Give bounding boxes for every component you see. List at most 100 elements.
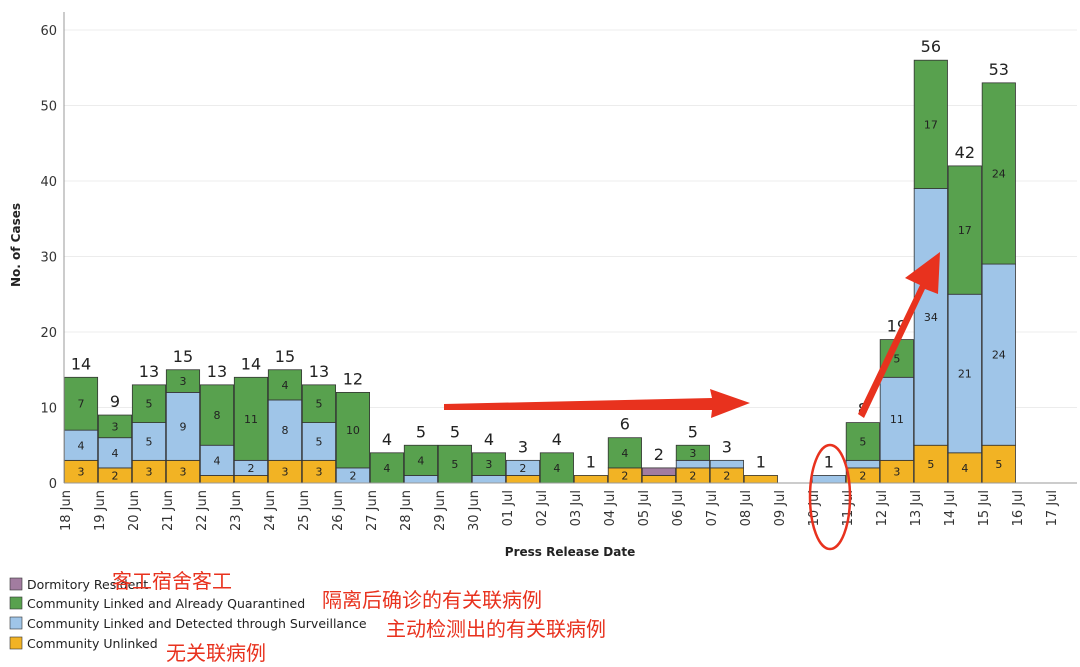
segment-label: 17: [924, 118, 938, 131]
bar-segment: [165, 369, 201, 393]
total-label: 9: [110, 392, 120, 411]
y-tick-label: 60: [40, 24, 57, 39]
bar-segment: [437, 444, 472, 484]
x-tick-label: 14 Jul: [943, 490, 958, 526]
x-tick-label: 05 Jul: [637, 490, 652, 526]
y-tick-label: 50: [40, 100, 57, 115]
x-tick-label: 27 Jun: [365, 490, 380, 531]
total-label: 13: [207, 362, 227, 381]
bar-segment: [301, 384, 337, 424]
segment-label: 11: [244, 413, 258, 426]
segment-label: 4: [77, 439, 84, 452]
segment-label: 5: [451, 458, 458, 471]
y-tick-label: 30: [40, 251, 57, 266]
y-tick-label: 40: [40, 175, 57, 190]
x-tick-label: 20 Jun: [127, 490, 142, 531]
legend-annotation: 无关联病例: [166, 641, 266, 665]
x-tick-label: 29 Jun: [433, 490, 448, 531]
segment-label: 5: [145, 398, 152, 411]
segment-label: 24: [992, 167, 1006, 180]
legend-annotation: 主动检测出的有关联病例: [386, 617, 606, 641]
x-tick-label: 12 Jul: [875, 490, 890, 526]
segment-label: 2: [519, 462, 526, 475]
total-label: 42: [955, 143, 975, 162]
segment-label: 17: [958, 224, 972, 237]
bar-segment: [981, 444, 1016, 484]
x-tick-label: 02 Jul: [535, 490, 550, 526]
x-tick-label: 13 Jul: [909, 490, 924, 526]
y-ticks: 0 10 20 30 40 50 60: [40, 24, 57, 492]
total-label: 3: [722, 437, 732, 456]
legend-swatch: [9, 577, 23, 591]
bar-segment: [505, 459, 540, 476]
x-tick-label: 16 Jul: [1011, 490, 1026, 526]
bar-segment: [335, 391, 370, 469]
segment-label: 5: [315, 435, 322, 448]
x-ticks: 18 Jun 19 Jun 20 Jun 21 Jun 22 Jun 23 Jun 24 J…: [59, 490, 1060, 531]
total-label: 5: [688, 422, 698, 441]
x-tick-label: 24 Jun: [263, 490, 278, 531]
segment-label: 3: [689, 447, 696, 460]
flat-arrow-icon: [444, 389, 750, 418]
x-tick-label: 15 Jul: [977, 490, 992, 526]
x-axis-title: Press Release Date: [505, 545, 635, 559]
segment-label: 4: [621, 447, 628, 460]
legend-label: Community Linked and Already Quarantined: [27, 596, 305, 611]
bar-segment: [913, 188, 948, 446]
segment-label: 4: [383, 462, 390, 475]
total-label: 3: [518, 437, 528, 456]
bar-segment: [675, 444, 710, 461]
annotation-arrows: [444, 252, 940, 551]
bar-segment: [403, 475, 438, 484]
segment-label: 3: [111, 420, 118, 433]
segment-label: 3: [893, 466, 900, 479]
bar-segment: [947, 293, 982, 454]
segment-label: 8: [213, 409, 220, 422]
bar-segment: [97, 437, 133, 469]
x-tick-label: 19 Jun: [93, 490, 108, 531]
bar-segment: [913, 59, 948, 189]
x-tick-label: 26 Jun: [331, 490, 346, 531]
segment-label: 5: [927, 458, 934, 471]
bar-segment: [267, 399, 303, 461]
segment-label: 9: [179, 420, 186, 433]
segment-label: 10: [346, 424, 360, 437]
y-tick-label: 0: [49, 477, 57, 492]
segment-label: 3: [281, 466, 288, 479]
segment-label: 7: [77, 398, 84, 411]
bar-segment: [165, 391, 201, 461]
segment-label: 2: [723, 469, 730, 482]
total-label: 2: [654, 445, 664, 464]
segment-label: 5: [145, 435, 152, 448]
bar-segment: [743, 475, 778, 484]
segment-label: 34: [924, 311, 938, 324]
x-tick-label: 30 Jun: [467, 490, 482, 531]
segment-label: 8: [281, 424, 288, 437]
bar-segment: [505, 475, 540, 484]
legend-swatch: [9, 636, 23, 650]
bar-segment: [539, 452, 574, 484]
total-label: 1: [756, 452, 766, 471]
y-tick-label: 20: [40, 326, 57, 341]
segment-label: 4: [111, 447, 118, 460]
total-label: 4: [552, 430, 562, 449]
segment-label: 21: [958, 368, 972, 381]
bar-segment: [471, 452, 506, 476]
legend-label: Community Linked and Detected through Su…: [27, 616, 367, 631]
segment-label: 2: [859, 469, 866, 482]
bar-segment: [233, 376, 269, 461]
x-tick-label: 23 Jun: [229, 490, 244, 531]
total-label: 1: [586, 452, 596, 471]
bar-segment: [131, 422, 167, 461]
bar-segment: [845, 459, 880, 469]
segment-label: 4: [281, 379, 288, 392]
total-label: 12: [343, 369, 363, 388]
bar-segment: [199, 384, 235, 446]
segment-label: 24: [992, 349, 1006, 362]
bar-segment: [675, 459, 710, 469]
bar-segment: [369, 452, 404, 484]
total-label: 4: [484, 430, 494, 449]
segment-label: 4: [417, 454, 424, 467]
x-tick-label: 06 Jul: [671, 490, 686, 526]
x-tick-label: 21 Jun: [161, 490, 176, 531]
